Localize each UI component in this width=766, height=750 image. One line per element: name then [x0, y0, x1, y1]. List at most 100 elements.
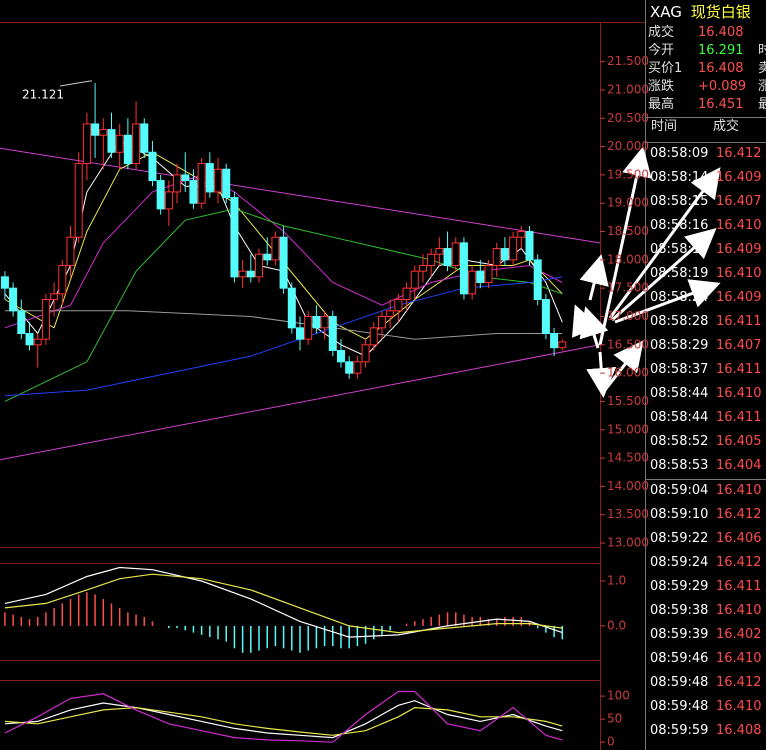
candle-body: [41, 299, 50, 340]
candle-body: [17, 310, 26, 334]
candle-body: [550, 332, 559, 349]
candle-body: [189, 180, 198, 204]
panel: [0, 83, 600, 461]
candle-body: [361, 344, 370, 363]
candle-body: [296, 327, 304, 340]
candle-body: [222, 168, 231, 199]
trade-time: 08:58:44: [650, 386, 709, 401]
drawn-arrows: [571, 146, 721, 398]
candle-body: [369, 327, 378, 346]
trend-line: [0, 147, 600, 244]
annotation-leader: [59, 80, 92, 87]
frame: [0, 0, 646, 750]
quote-label: 最高: [648, 97, 675, 112]
trade-time: 08:59:29: [650, 579, 709, 594]
column-header: 时间: [651, 119, 678, 134]
symbol: XAG: [650, 3, 682, 21]
candle-body: [91, 123, 100, 136]
candle-body: [132, 123, 141, 165]
candle-body: [476, 270, 485, 284]
divider: [646, 117, 766, 118]
candle-body: [230, 197, 239, 278]
candle-body: [238, 270, 247, 278]
candle-body: [107, 129, 116, 153]
y-tick-label: 17.000: [607, 309, 649, 323]
candle-body: [509, 236, 518, 261]
y-tick-label: 13.500: [607, 507, 649, 521]
y-tick-label: 20.000: [607, 139, 649, 153]
trade-time: 08:59:24: [650, 555, 709, 570]
candle-body: [9, 287, 18, 312]
trade-time: 08:59:04: [650, 483, 709, 498]
kdj-line: [4, 700, 563, 739]
trade-price: 16.410: [716, 603, 762, 618]
trade-price: 16.405: [716, 434, 762, 449]
quote-label: 买价1: [648, 61, 683, 76]
candle-body: [197, 163, 206, 204]
trade-price: 16.407: [716, 194, 762, 209]
quote-label: 涨跌: [648, 79, 675, 94]
trade-price: 16.407: [716, 338, 762, 353]
kdj-line: [4, 706, 563, 736]
divider: [646, 479, 766, 480]
candle-body: [181, 174, 190, 182]
trade-price: 16.412: [716, 555, 762, 570]
quote-label-cut: 卖: [758, 61, 766, 76]
y-tick-label: 100: [607, 689, 630, 703]
quote-value: +0.089: [698, 79, 747, 94]
y-tick-label: 15.500: [607, 394, 649, 408]
trade-price: 16.409: [716, 170, 762, 185]
high-annotation: 21.121: [22, 88, 64, 102]
trade-time: 08:58:09: [650, 146, 709, 161]
candle-body: [427, 253, 436, 267]
candle-body: [459, 242, 468, 295]
candle-body: [328, 315, 337, 351]
trade-time: 08:59:39: [650, 627, 709, 642]
candle-body: [123, 134, 132, 165]
trade-price: 16.409: [716, 290, 762, 305]
quote-value: 16.291: [698, 43, 744, 58]
candle-body: [336, 349, 345, 363]
y-tick-label: 16.500: [607, 337, 649, 351]
candle-body: [66, 236, 75, 267]
macd-line: [4, 573, 563, 634]
candle-body: [353, 361, 362, 374]
trade-price: 16.409: [716, 242, 762, 257]
moving-average: [4, 310, 563, 340]
column-header: 成交: [713, 119, 740, 134]
candle-body: [435, 248, 444, 255]
y-tick-label: 0.0: [607, 618, 626, 632]
kdj-line: [4, 690, 563, 743]
trade-time: 08:58:17: [650, 242, 709, 257]
candle-body: [58, 265, 67, 295]
trade-time: 08:59:22: [650, 531, 709, 546]
quote-value: 16.408: [698, 25, 744, 40]
candle-body: [82, 123, 91, 165]
candle-body: [164, 191, 173, 210]
trade-price: 16.408: [716, 723, 762, 738]
candle-body: [279, 236, 288, 289]
candle-body: [410, 270, 419, 289]
candle-body: [418, 265, 427, 272]
divider: [646, 142, 766, 143]
trade-time: 08:58:24: [650, 290, 709, 305]
trade-time: 08:59:38: [650, 603, 709, 618]
panel: [4, 566, 564, 653]
trade-time: 08:58:44: [650, 410, 709, 425]
trade-time: 08:58:14: [650, 170, 709, 185]
candle-body: [263, 253, 272, 261]
trade-price: 16.410: [716, 386, 762, 401]
candle-body: [74, 163, 83, 238]
trade-price: 16.406: [716, 531, 762, 546]
trade-time: 08:59:10: [650, 507, 709, 522]
trade-time: 08:58:16: [650, 218, 709, 233]
candle-body: [377, 315, 386, 329]
trade-price: 16.411: [716, 410, 762, 425]
y-tick-label: 13.000: [607, 536, 649, 550]
candle-body: [214, 168, 223, 193]
trade-price: 16.410: [716, 483, 762, 498]
candle-body: [271, 236, 280, 261]
candle-body: [533, 259, 542, 301]
trade-time: 08:58:53: [650, 458, 709, 473]
